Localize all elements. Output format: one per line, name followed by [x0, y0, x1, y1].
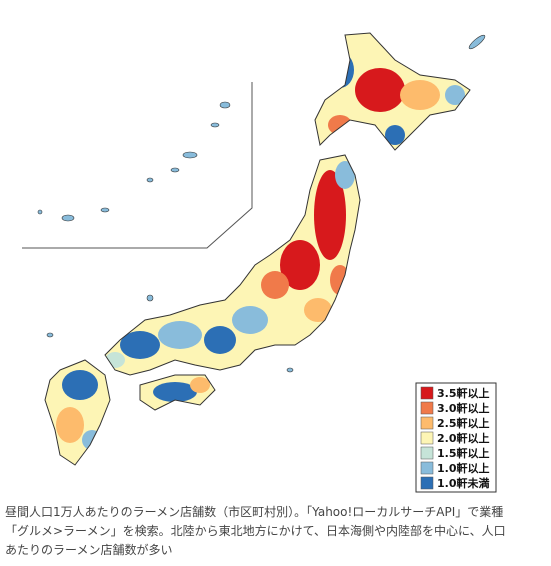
caption: 昼間人口1万人あたりのラーメン店舗数（市区町村別）。「Yahoo!ローカルサーチ…: [5, 505, 506, 557]
region-patch: [280, 240, 320, 290]
region-patch: [153, 382, 197, 402]
region-patch: [190, 377, 210, 393]
islands: [37, 34, 486, 373]
legend-swatch: [420, 386, 434, 400]
legend-swatch: [420, 461, 434, 475]
region-patch: [261, 271, 289, 299]
legend-label: 2.5軒以上: [437, 416, 490, 430]
region-patch: [232, 306, 268, 334]
region-patch: [385, 125, 405, 145]
region-patch: [56, 407, 84, 443]
region-patch: [355, 68, 405, 112]
legend-swatch: [420, 431, 434, 445]
legend-swatch: [420, 416, 434, 430]
region-patch: [120, 331, 160, 359]
region-patch: [314, 170, 346, 260]
legend-label: 2.0軒以上: [437, 431, 490, 445]
region-patch: [330, 265, 350, 295]
legend-label: 1.0軒以上: [437, 461, 490, 475]
map: 3.5軒以上3.0軒以上2.5軒以上2.0軒以上1.5軒以上1.0軒以上1.0軒…: [22, 32, 497, 493]
legend-swatch: [420, 476, 434, 490]
legend-label: 1.5軒以上: [437, 446, 490, 460]
region-patch: [204, 326, 236, 354]
legend-swatch: [420, 446, 434, 460]
region-patch: [445, 85, 465, 105]
region-patch: [304, 298, 332, 322]
region-patch: [62, 370, 98, 400]
legend-swatch: [420, 401, 434, 415]
region-patch: [158, 321, 202, 349]
region-patch: [335, 161, 355, 189]
inset-border: [22, 82, 253, 249]
legend: 3.5軒以上3.0軒以上2.5軒以上2.0軒以上1.5軒以上1.0軒以上1.0軒…: [420, 386, 490, 490]
legend-label: 1.0軒未満: [437, 476, 490, 490]
region-patch: [328, 115, 352, 135]
legend-label: 3.5軒以上: [437, 386, 490, 400]
legend-label: 3.0軒以上: [437, 401, 490, 415]
region-patch: [400, 80, 440, 110]
